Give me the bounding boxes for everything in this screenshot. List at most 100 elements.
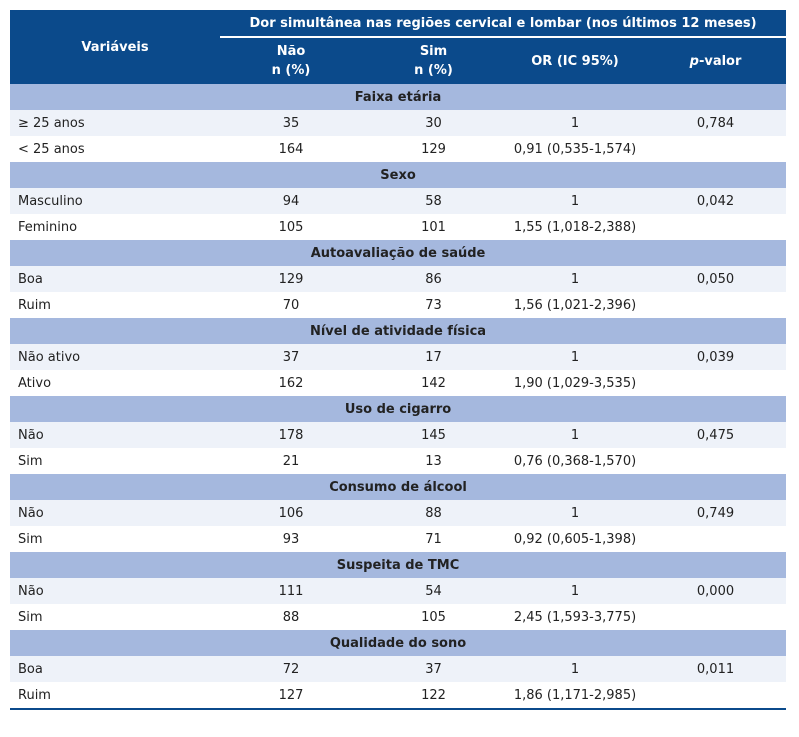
cell-or: 0,76 (0,368-1,570) <box>505 448 645 474</box>
header-group: Dor simultânea nas regiões cervical e lo… <box>220 10 787 38</box>
section-title: Uso de cigarro <box>10 396 787 422</box>
table-row: Boa 129 86 1 0,050 <box>10 266 787 292</box>
header-nao-unit: n (%) <box>271 63 311 78</box>
cell-nao: 164 <box>220 136 362 162</box>
cell-p <box>645 292 787 318</box>
cell-or: 1,86 (1,171-2,985) <box>505 682 645 710</box>
cell-var: Não ativo <box>10 344 220 370</box>
section-row: Sexo <box>10 162 787 188</box>
cell-sim: 30 <box>362 110 505 136</box>
cell-or: 1 <box>505 578 645 604</box>
table-row: < 25 anos 164 129 0,91 (0,535-1,574) <box>10 136 787 162</box>
table-row: Feminino 105 101 1,55 (1,018-2,388) <box>10 214 787 240</box>
cell-var: Não <box>10 500 220 526</box>
cell-nao: 93 <box>220 526 362 552</box>
cell-or: 1 <box>505 266 645 292</box>
cell-p: 0,039 <box>645 344 787 370</box>
cell-sim: 13 <box>362 448 505 474</box>
cell-var: Feminino <box>10 214 220 240</box>
cell-sim: 145 <box>362 422 505 448</box>
table-row: Ativo 162 142 1,90 (1,029-3,535) <box>10 370 787 396</box>
cell-or: 0,91 (0,535-1,574) <box>505 136 645 162</box>
cell-var: Ativo <box>10 370 220 396</box>
cell-sim: 142 <box>362 370 505 396</box>
section-title: Suspeita de TMC <box>10 552 787 578</box>
cell-var: Ruim <box>10 682 220 710</box>
section-title: Qualidade do sono <box>10 630 787 656</box>
table-row: Boa 72 37 1 0,011 <box>10 656 787 682</box>
section-row: Uso de cigarro <box>10 396 787 422</box>
header-sim-label: Sim <box>419 44 448 59</box>
section-title: Autoavaliação de saúde <box>10 240 787 266</box>
table-row: Não ativo 37 17 1 0,039 <box>10 344 787 370</box>
cell-var: Boa <box>10 656 220 682</box>
cell-var: Sim <box>10 526 220 552</box>
cell-nao: 178 <box>220 422 362 448</box>
cell-or: 1 <box>505 344 645 370</box>
table-row: Sim 88 105 2,45 (1,593-3,775) <box>10 604 787 630</box>
cell-var: Sim <box>10 604 220 630</box>
cell-or: 1 <box>505 188 645 214</box>
cell-or: 2,45 (1,593-3,775) <box>505 604 645 630</box>
cell-nao: 35 <box>220 110 362 136</box>
header-or: OR (IC 95%) <box>505 37 645 84</box>
section-row: Qualidade do sono <box>10 630 787 656</box>
cell-p <box>645 370 787 396</box>
cell-p <box>645 136 787 162</box>
table-row: Ruim 70 73 1,56 (1,021-2,396) <box>10 292 787 318</box>
cell-nao: 94 <box>220 188 362 214</box>
cell-p: 0,475 <box>645 422 787 448</box>
cell-sim: 71 <box>362 526 505 552</box>
cell-or: 1 <box>505 422 645 448</box>
section-row: Suspeita de TMC <box>10 552 787 578</box>
cell-nao: 72 <box>220 656 362 682</box>
cell-sim: 105 <box>362 604 505 630</box>
table-row: Não 178 145 1 0,475 <box>10 422 787 448</box>
cell-p: 0,000 <box>645 578 787 604</box>
cell-sim: 17 <box>362 344 505 370</box>
cell-or: 1 <box>505 656 645 682</box>
header-p-value: p-valor <box>645 37 787 84</box>
cell-sim: 122 <box>362 682 505 710</box>
cell-var: Sim <box>10 448 220 474</box>
table-row: Sim 21 13 0,76 (0,368-1,570) <box>10 448 787 474</box>
cell-var: ≥ 25 anos <box>10 110 220 136</box>
cell-or: 0,92 (0,605-1,398) <box>505 526 645 552</box>
cell-var: Ruim <box>10 292 220 318</box>
cell-p <box>645 604 787 630</box>
cell-or: 1,56 (1,021-2,396) <box>505 292 645 318</box>
cell-p: 0,050 <box>645 266 787 292</box>
cell-sim: 54 <box>362 578 505 604</box>
cell-p <box>645 448 787 474</box>
section-title: Sexo <box>10 162 787 188</box>
table-row: Não 106 88 1 0,749 <box>10 500 787 526</box>
table-row: Masculino 94 58 1 0,042 <box>10 188 787 214</box>
table-row: Ruim 127 122 1,86 (1,171-2,985) <box>10 682 787 710</box>
cell-p <box>645 214 787 240</box>
cell-sim: 88 <box>362 500 505 526</box>
cell-nao: 111 <box>220 578 362 604</box>
header-sim-unit: n (%) <box>414 63 453 78</box>
cell-nao: 37 <box>220 344 362 370</box>
header-p-rest: -valor <box>698 53 742 69</box>
cell-sim: 101 <box>362 214 505 240</box>
cell-or: 1,55 (1,018-2,388) <box>505 214 645 240</box>
cell-var: Não <box>10 422 220 448</box>
cell-p: 0,042 <box>645 188 787 214</box>
cell-or: 1,90 (1,029-3,535) <box>505 370 645 396</box>
header-sim: Sim n (%) <box>362 37 505 84</box>
cell-p: 0,749 <box>645 500 787 526</box>
cell-nao: 106 <box>220 500 362 526</box>
cell-var: Boa <box>10 266 220 292</box>
header-nao: Não n (%) <box>220 37 362 84</box>
table-row: Sim 93 71 0,92 (0,605-1,398) <box>10 526 787 552</box>
section-title: Nível de atividade física <box>10 318 787 344</box>
section-row: Faixa etária <box>10 84 787 110</box>
header-nao-label: Não <box>276 44 306 59</box>
cell-var: Masculino <box>10 188 220 214</box>
cell-nao: 127 <box>220 682 362 710</box>
cell-p: 0,784 <box>645 110 787 136</box>
cell-or: 1 <box>505 500 645 526</box>
table-row: ≥ 25 anos 35 30 1 0,784 <box>10 110 787 136</box>
cell-sim: 86 <box>362 266 505 292</box>
